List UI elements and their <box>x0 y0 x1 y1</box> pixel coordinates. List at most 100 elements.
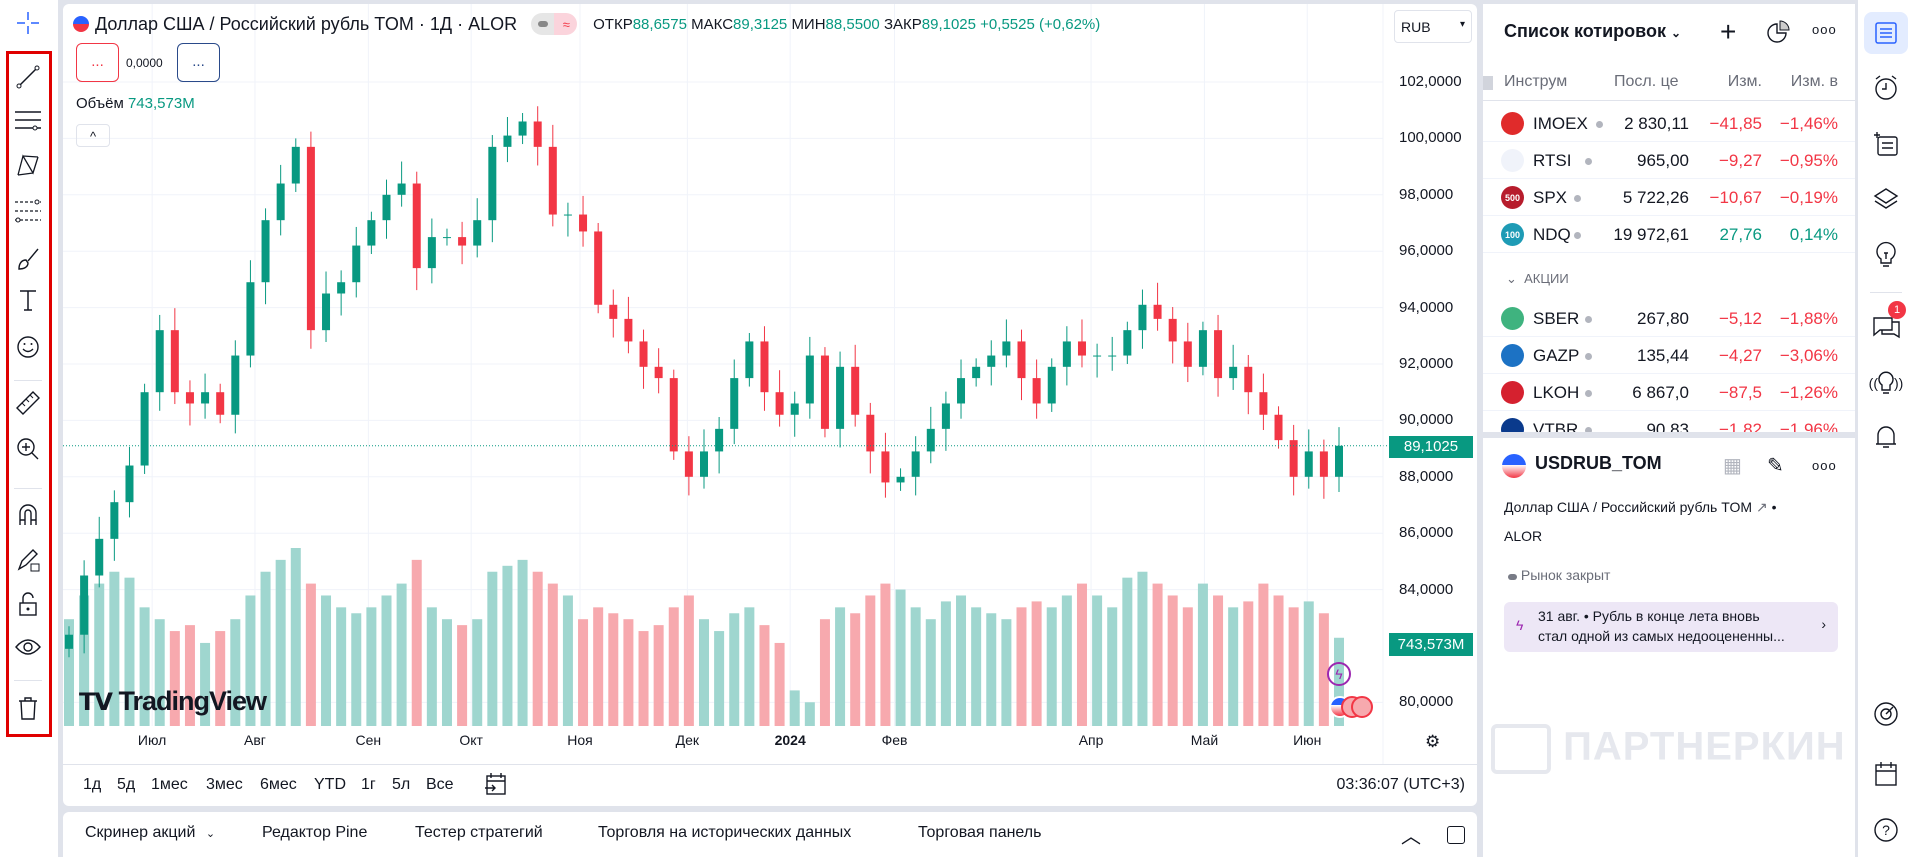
timeframe-button[interactable]: 1г <box>361 776 376 793</box>
alarm-clock-icon[interactable] <box>1870 72 1902 104</box>
candle-body <box>548 146 557 215</box>
chart-panel[interactable]: Доллар США / Российский рубль TOM · 1Д ·… <box>63 4 1477 806</box>
collapse-panel-icon[interactable]: ︿ <box>1401 826 1421 848</box>
streams-icon[interactable]: (()) <box>1869 367 1903 399</box>
crosshair-icon[interactable] <box>13 8 43 38</box>
timeframe-button[interactable]: 1мес <box>151 776 188 793</box>
brush-icon[interactable] <box>13 244 43 274</box>
candle-body <box>322 293 331 331</box>
lock-drawing-icon[interactable] <box>13 545 43 575</box>
time-axis-label: Авг <box>244 732 266 748</box>
news-card[interactable]: ϟ 31 авг. • Рубль в конце лета вновь ста… <box>1504 602 1838 652</box>
timeframe-button[interactable]: 6мес <box>260 776 297 793</box>
column-last[interactable]: Посл. це <box>1614 73 1679 90</box>
change-percent: −0,19% <box>1779 188 1838 207</box>
lightning-event-icon[interactable]: ϟ <box>1327 662 1351 686</box>
indicator-button-1[interactable]: ... <box>76 43 119 82</box>
watchlist-icon[interactable] <box>1864 12 1908 54</box>
column-change-percent[interactable]: Изм. в <box>1790 73 1838 90</box>
timeframe-button[interactable]: 5л <box>392 776 411 793</box>
emoji-icon[interactable] <box>13 332 43 362</box>
watchlist-title[interactable]: Список котировок ⌄ <box>1504 21 1681 42</box>
timeframe-button[interactable]: Все <box>426 776 454 793</box>
economic-events-flags-icon[interactable] <box>1329 696 1373 718</box>
tab-replay-trading[interactable]: Торговля на исторических данных <box>598 824 852 841</box>
trend-line-icon[interactable] <box>13 62 43 92</box>
indicator-button-2[interactable]: ... <box>177 43 220 82</box>
candle-body <box>488 146 497 221</box>
collapse-legend-button[interactable]: ^ <box>76 124 110 147</box>
calendar-icon[interactable] <box>1870 758 1902 790</box>
watchlist-row[interactable]: GAZP 135,44 −4,27 −3,06% <box>1483 337 1855 374</box>
watchlist-row[interactable]: SBER 267,80 −5,12 −1,88% <box>1483 300 1855 337</box>
add-symbol-icon[interactable]: + <box>1720 16 1737 47</box>
symbol-logo-icon <box>1501 112 1524 135</box>
pie-chart-icon[interactable] <box>1766 20 1790 48</box>
market-status-badge[interactable]: ≈ <box>531 13 578 35</box>
trash-icon[interactable] <box>13 693 43 723</box>
pattern-icon[interactable] <box>13 150 43 180</box>
ruler-icon[interactable] <box>13 388 43 418</box>
dom-target-icon[interactable] <box>1870 698 1902 730</box>
volume-bar <box>230 619 241 726</box>
eye-icon[interactable] <box>13 632 43 662</box>
column-instrument[interactable]: Инструм <box>1504 73 1568 90</box>
more-options-icon[interactable]: ooo <box>1812 22 1837 37</box>
add-list-icon[interactable] <box>1870 128 1902 160</box>
symbol-title[interactable]: Доллар США / Российский рубль TOM · 1Д ·… <box>95 13 518 34</box>
magnet-icon[interactable] <box>13 500 43 530</box>
volume-bar <box>1303 601 1314 726</box>
timeframe-button[interactable]: 5д <box>117 776 136 793</box>
candle-body <box>382 194 391 221</box>
candle-body <box>1138 304 1147 331</box>
layers-icon[interactable] <box>1870 183 1902 215</box>
timeframe-button[interactable]: YTD <box>314 776 346 793</box>
tab-strategy-tester[interactable]: Тестер стратегий <box>415 824 543 841</box>
candle-body <box>1183 341 1192 367</box>
watchlist-row[interactable]: 100 NDQ 19 972,61 27,76 0,14% <box>1483 216 1855 253</box>
candle-body <box>563 214 572 216</box>
help-icon[interactable]: ? <box>1870 814 1902 846</box>
grid-layout-icon[interactable]: ▦ <box>1723 455 1742 477</box>
clock[interactable]: 03:36:07 (UTC+3) <box>1336 776 1465 793</box>
more-options-icon[interactable]: ooo <box>1812 458 1837 473</box>
ideas-lightbulb-icon[interactable] <box>1870 238 1902 270</box>
column-change[interactable]: Изм. <box>1727 73 1762 90</box>
chat-icon[interactable]: 1 <box>1870 301 1906 341</box>
watchlist-row[interactable]: LKOH 6 867,0 −87,5 −1,26% <box>1483 374 1855 411</box>
symbol-name: GAZP <box>1533 346 1580 365</box>
tab-pine-editor[interactable]: Редактор Pine <box>262 824 368 841</box>
candle-body <box>503 135 512 147</box>
section-stocks[interactable]: ⌄ АКЦИИ <box>1506 271 1569 287</box>
last-price: 19 972,61 <box>1613 225 1689 244</box>
tab-stock-screener[interactable]: Скринер акций ⌄ <box>85 824 215 842</box>
details-symbol[interactable]: USDRUB_TOM <box>1535 453 1662 473</box>
watchlist-row[interactable]: RTSI 965,00 −9,27 −0,95% <box>1483 142 1855 179</box>
text-icon[interactable] <box>13 285 43 315</box>
candle-body <box>1229 366 1238 379</box>
external-link-icon[interactable]: ↗ <box>1755 499 1768 515</box>
change-percent: −1,26% <box>1779 383 1838 402</box>
lock-icon[interactable] <box>13 589 43 619</box>
horizontal-lines-icon[interactable] <box>13 105 43 135</box>
edit-icon[interactable]: ✎ <box>1767 455 1784 477</box>
chart-settings-icon[interactable]: ⚙ <box>1425 732 1441 751</box>
watchlist-row[interactable]: VTBR 90,83 −1,82 −1,96% <box>1483 411 1855 432</box>
timeframe-button[interactable]: 1д <box>83 776 102 793</box>
zoom-in-icon[interactable] <box>13 434 43 464</box>
candle-body <box>533 121 542 147</box>
tab-trading-panel[interactable]: Торговая панель <box>918 824 1042 841</box>
watchlist-row[interactable]: 500 SPX 5 722,26 −10,67 −0,19% <box>1483 179 1855 216</box>
currency-select[interactable]: RUB ▾ <box>1394 10 1472 43</box>
bell-icon[interactable] <box>1870 421 1902 453</box>
chart-canvas[interactable] <box>63 4 1477 806</box>
fib-retracement-icon[interactable] <box>13 196 43 226</box>
volume-bar <box>668 607 679 726</box>
panel-splitter[interactable] <box>1483 432 1855 438</box>
timeframe-button[interactable]: 3мес <box>206 776 243 793</box>
divider <box>1870 292 1902 293</box>
resize-handle[interactable] <box>1483 76 1493 90</box>
maximize-panel-icon[interactable] <box>1447 826 1465 844</box>
watchlist-row[interactable]: IMOEX 2 830,11 −41,85 −1,46% <box>1483 105 1855 142</box>
date-range-icon[interactable] <box>485 772 509 796</box>
